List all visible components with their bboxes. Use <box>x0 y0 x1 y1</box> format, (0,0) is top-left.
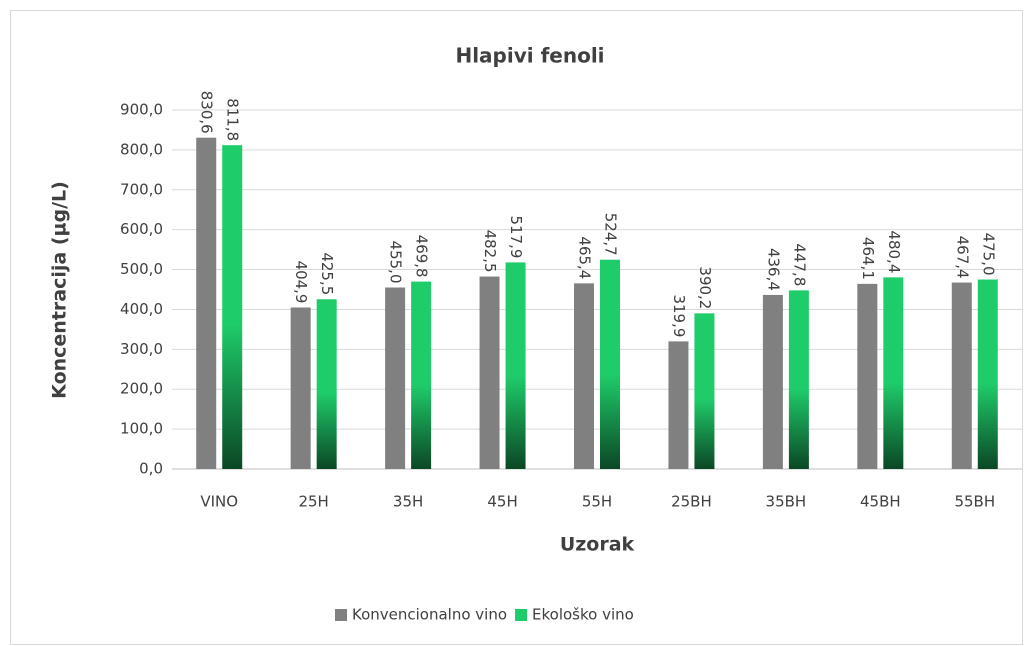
bar <box>574 283 594 469</box>
bar <box>316 299 337 469</box>
value-label: 390,2 <box>696 266 714 309</box>
x-tick-label: VINO <box>200 493 238 511</box>
y-tick-label: 400,0 <box>120 300 163 318</box>
bar <box>505 262 526 469</box>
y-axis-label: Koncentracija (µg/L) <box>49 181 71 399</box>
chart-title: Hlapivi fenoli <box>455 44 604 68</box>
bar <box>385 287 406 469</box>
value-label: 465,4 <box>576 236 594 279</box>
x-tick-label: 35BH <box>766 493 807 511</box>
value-label: 830,6 <box>198 91 216 134</box>
y-tick-label: 300,0 <box>120 340 163 358</box>
x-axis-label: Uzorak <box>560 534 635 556</box>
bar <box>600 259 620 469</box>
bar <box>883 277 904 469</box>
bar <box>977 279 998 469</box>
x-tick-label: 45BH <box>860 493 901 511</box>
bar <box>951 282 972 469</box>
bar <box>694 313 715 469</box>
bar <box>668 341 689 469</box>
value-label: 467,4 <box>953 236 971 279</box>
y-tick-label: 800,0 <box>120 140 163 158</box>
value-label: 319,9 <box>670 294 688 337</box>
value-label: 480,4 <box>885 230 903 273</box>
value-label: 524,7 <box>602 213 620 256</box>
bar <box>762 294 783 469</box>
value-label: 436,4 <box>764 248 782 291</box>
value-label: 404,9 <box>292 261 310 304</box>
y-tick-label: 700,0 <box>120 180 163 198</box>
bar <box>196 137 217 469</box>
bar <box>788 290 809 469</box>
bar <box>222 145 243 469</box>
x-tick-label: 55H <box>582 493 612 511</box>
bar <box>411 281 432 469</box>
value-label: 517,9 <box>507 215 525 258</box>
y-tick-label: 100,0 <box>120 420 163 438</box>
x-tick-label: 25H <box>298 493 328 511</box>
x-tick-label: 45H <box>487 493 517 511</box>
value-label: 425,5 <box>318 252 336 295</box>
legend-swatch <box>335 609 347 621</box>
legend-swatch <box>515 609 528 621</box>
y-tick-label: 200,0 <box>120 380 163 398</box>
y-tick-label: 500,0 <box>120 260 163 278</box>
bar <box>290 307 311 469</box>
y-tick-label: 900,0 <box>120 101 163 119</box>
value-label: 475,0 <box>979 233 997 276</box>
legend-label: Ekološko vino <box>532 606 634 624</box>
value-label: 455,0 <box>387 241 405 284</box>
bar <box>479 276 500 469</box>
legend-label: Konvencionalno vino <box>352 606 507 624</box>
y-tick-label: 600,0 <box>120 220 163 238</box>
value-label: 482,5 <box>481 230 499 273</box>
x-tick-label: 55BH <box>954 493 995 511</box>
value-label: 811,8 <box>224 98 242 141</box>
x-tick-label: 35H <box>393 493 423 511</box>
value-label: 469,8 <box>413 235 431 278</box>
value-label: 447,8 <box>790 243 808 286</box>
value-label: 464,1 <box>859 237 877 280</box>
bar <box>857 283 878 469</box>
y-tick-label: 0,0 <box>139 460 163 478</box>
x-tick-label: 25BH <box>671 493 712 511</box>
